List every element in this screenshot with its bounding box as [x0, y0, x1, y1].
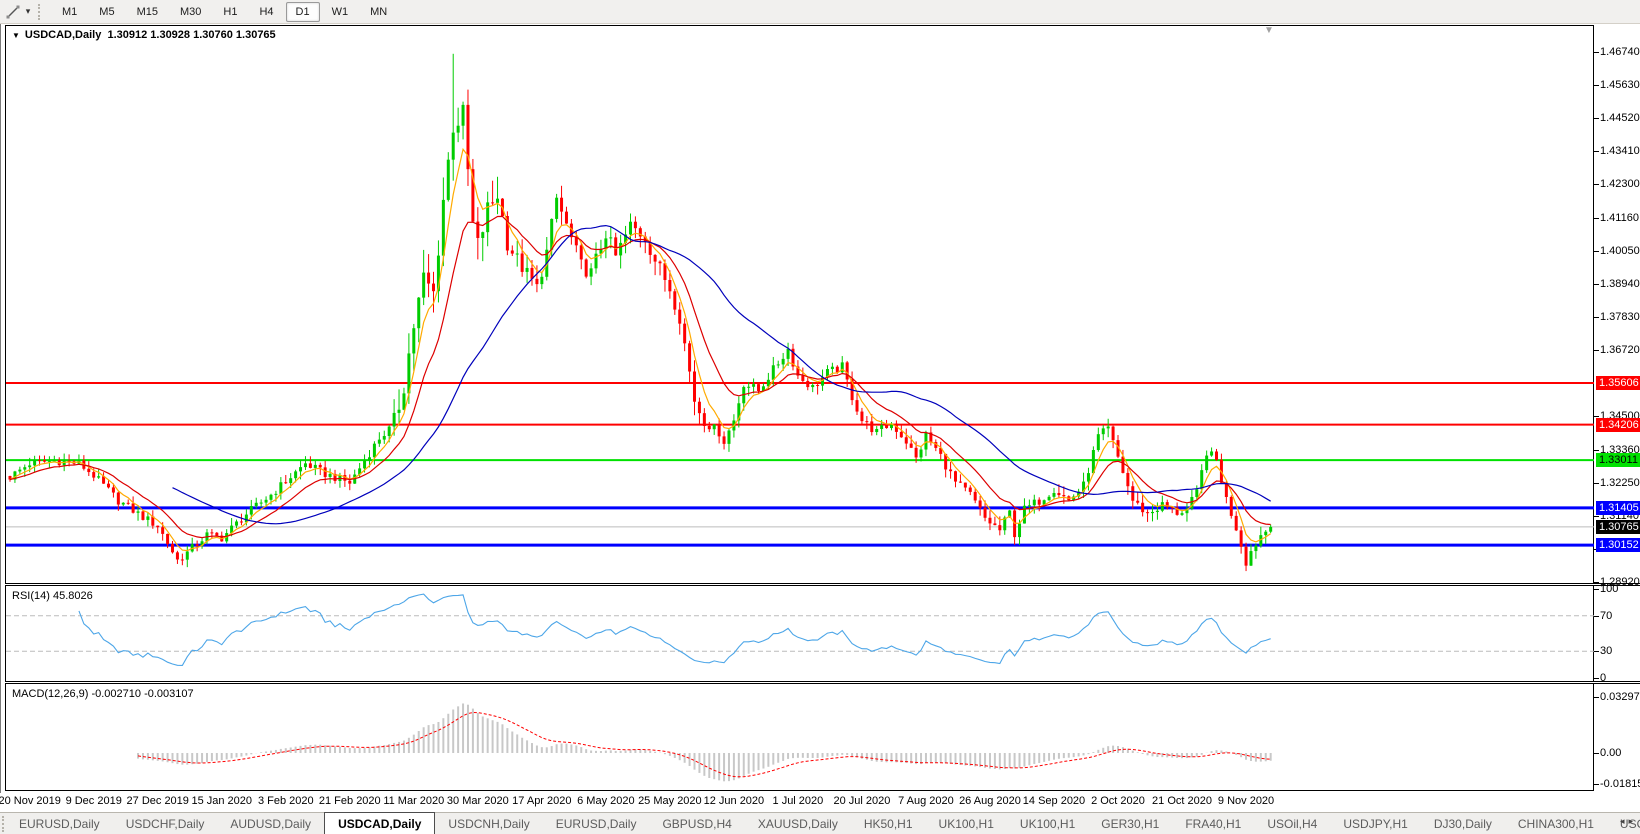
price-axis-tick: 1.37830	[1594, 310, 1640, 323]
macd-panel-canvas[interactable]	[6, 684, 1594, 791]
date-axis-label[interactable]: 12 Jun 2020	[703, 795, 765, 807]
chart-tab-usdcad-daily[interactable]: USDCAD,Daily	[324, 812, 436, 834]
price-axis-tick: 1.40050	[1594, 244, 1640, 257]
price-axis-tick: 1.44520	[1594, 112, 1640, 124]
chart-tab-dj30-daily[interactable]: DJ30,Daily	[1433, 817, 1492, 831]
chart-tab-eurusd-daily[interactable]: EURUSD,Daily	[19, 817, 100, 831]
timeframe-buttons: M1 M5 M15 M30 H1 H4 D1 W1 MN	[51, 1, 398, 22]
toolbar-grip[interactable]	[38, 3, 45, 20]
rsi-indicator-label: RSI(14) 45.8026	[12, 590, 93, 602]
date-axis-label[interactable]: 21 Oct 2020	[1152, 795, 1212, 807]
date-axis-label[interactable]: 25 May 2020	[638, 795, 702, 807]
price-axis-tick: 1.38940	[1594, 277, 1640, 290]
macd-indicator-label: MACD(12,26,9) -0.002710 -0.003107	[12, 688, 194, 700]
plot-frame	[5, 25, 1594, 791]
date-axis-label[interactable]: 21 Feb 2020	[318, 795, 381, 807]
timeframe-button-w1[interactable]: W1	[331, 5, 349, 18]
window-edge	[0, 24, 1, 793]
chart-ohlc-values: 1.30912 1.30928 1.30760 1.30765	[107, 29, 276, 41]
timeframe-button-m1[interactable]: M1	[62, 5, 78, 18]
chart-tab-usoil-h1[interactable]: USOil,H1	[1619, 817, 1640, 831]
macd-axis-tick: -0.018154	[1594, 778, 1640, 790]
chart-tab-usdjpy-h1[interactable]: USDJPY,H1	[1343, 817, 1408, 831]
price-level-tag: 1.31405	[1596, 500, 1640, 515]
price-axis-tick: 1.46740	[1594, 46, 1640, 58]
date-axis-label[interactable]: 14 Sep 2020	[1022, 795, 1086, 807]
chart-tab-ger30-h1[interactable]: GER30,H1	[1101, 817, 1160, 831]
price-level-tag: 1.30765	[1596, 519, 1640, 534]
date-axis-label[interactable]: 17 Apr 2020	[512, 795, 572, 807]
chart-window: ▼ USDCAD,Daily 1.30912 1.30928 1.30760 1.…	[0, 24, 1640, 793]
date-axis-label[interactable]: 9 Dec 2019	[65, 795, 122, 807]
timeframe-button-m5[interactable]: M5	[99, 5, 115, 18]
rsi-axis-tick: 0	[1594, 672, 1640, 684]
chart-tab-uk100-h1[interactable]: UK100,H1	[1019, 817, 1076, 831]
rsi-axis-tick: 70	[1594, 610, 1640, 622]
date-axis-label[interactable]: 30 Mar 2020	[446, 795, 509, 807]
chart-tab-usoil-h4[interactable]: USOil,H4	[1267, 817, 1318, 831]
price-level-tag: 1.34206	[1596, 417, 1640, 432]
chart-tab-gbpusd-h4[interactable]: GBPUSD,H4	[662, 817, 732, 831]
timeframe-button-h1[interactable]: H1	[223, 5, 238, 18]
date-axis-label[interactable]: 20 Nov 2019	[0, 795, 61, 807]
panel-splitter-macd[interactable]	[5, 681, 1640, 684]
chart-symbol-label: USDCAD,Daily	[24, 29, 102, 41]
date-axis-label[interactable]: 7 Aug 2020	[898, 795, 954, 807]
price-level-tag: 1.30152	[1596, 538, 1640, 553]
date-axis[interactable]: 20 Nov 2019 9 Dec 2019 27 Dec 2019 15 Jan 2…	[0, 793, 1640, 812]
chart-tab-xauusd-daily[interactable]: XAUUSD,Daily	[757, 817, 838, 831]
date-axis-label[interactable]: 20 Jul 2020	[833, 795, 891, 807]
chart-tab-fra40-h1[interactable]: FRA40,H1	[1185, 817, 1242, 831]
date-axis-label[interactable]: 26 Aug 2020	[959, 795, 1021, 807]
panel-splitter-rsi[interactable]	[5, 583, 1640, 586]
price-axis-tick: 1.43410	[1594, 145, 1640, 157]
rsi-panel-canvas[interactable]	[6, 586, 1594, 681]
chart-tab-usdchf-daily[interactable]: USDCHF,Daily	[125, 817, 205, 831]
price-axis-tick: 1.32250	[1594, 476, 1640, 489]
price-axis-tick: 1.36720	[1594, 343, 1640, 356]
date-axis-label[interactable]: 15 Jan 2020	[191, 795, 253, 807]
date-axis-label[interactable]: 27 Dec 2019	[126, 795, 189, 807]
chart-tab-uk100-h1[interactable]: UK100,H1	[938, 817, 994, 831]
macd-axis-tick: 0.032972	[1594, 691, 1640, 703]
tabbar-grip[interactable]	[2, 816, 4, 832]
rsi-axis-tick: 100	[1594, 583, 1640, 595]
timeframe-button-mn[interactable]: MN	[370, 5, 388, 18]
timeframe-button-d1[interactable]: D1	[285, 1, 320, 22]
price-axis-tick: 1.42300	[1594, 178, 1640, 190]
date-axis-label[interactable]: 2 Oct 2020	[1091, 795, 1145, 807]
date-axis-label[interactable]: 3 Feb 2020	[257, 795, 314, 807]
tab-scroll-arrows[interactable]: ◂▸	[1619, 816, 1637, 826]
price-axis-tick: 1.28920	[1594, 575, 1640, 588]
date-axis-label[interactable]: 11 Mar 2020	[383, 795, 445, 807]
trendline-tool-icon[interactable]	[4, 4, 22, 20]
timeframe-toolbar: ▾ M1 M5 M15 M30 H1 H4 D1 W1 MN	[0, 0, 1640, 24]
chart-title-overlay[interactable]: ▼ USDCAD,Daily 1.30912 1.30928 1.30760 1.…	[12, 29, 276, 41]
chart-tab-eurusd-daily[interactable]: EURUSD,Daily	[555, 817, 637, 831]
price-panel-canvas[interactable]	[6, 26, 1594, 582]
price-level-tag: 1.33011	[1596, 453, 1640, 468]
price-axis-tick: 1.33360	[1594, 443, 1640, 456]
chart-tab-china300-h1[interactable]: CHINA300,H1	[1517, 817, 1594, 831]
date-axis-label[interactable]: 1 Jul 2020	[772, 795, 824, 807]
price-axis-tick: 1.41160	[1594, 211, 1639, 224]
macd-axis-tick: 0.00	[1594, 747, 1640, 759]
price-level-tag: 1.35606	[1596, 376, 1640, 390]
timeframe-button-h4[interactable]: H4	[259, 5, 274, 18]
date-axis-label[interactable]: 9 Nov 2020	[1217, 795, 1275, 807]
chart-tabs-bar: EURUSD,Daily USDCHF,Daily AUDUSD,Daily USDC…	[0, 812, 1640, 834]
chart-tab-hk50-h1[interactable]: HK50,H1	[863, 817, 913, 831]
timeframe-button-m15[interactable]: M15	[136, 5, 158, 18]
chart-tab-audusd-daily[interactable]: AUDUSD,Daily	[230, 817, 312, 831]
price-axis-tick: 1.45630	[1594, 79, 1640, 91]
timeframe-button-m30[interactable]: M30	[179, 5, 202, 18]
chart-shift-marker-icon[interactable]: ▼	[1264, 25, 1274, 36]
rsi-axis-tick: 30	[1594, 645, 1640, 657]
collapse-triangle-icon[interactable]: ▼	[12, 31, 20, 40]
date-axis-label[interactable]: 6 May 2020	[577, 795, 635, 807]
tool-dropdown-caret-icon[interactable]: ▾	[25, 6, 31, 16]
chart-tab-usdcnh-daily[interactable]: USDCNH,Daily	[448, 817, 530, 831]
